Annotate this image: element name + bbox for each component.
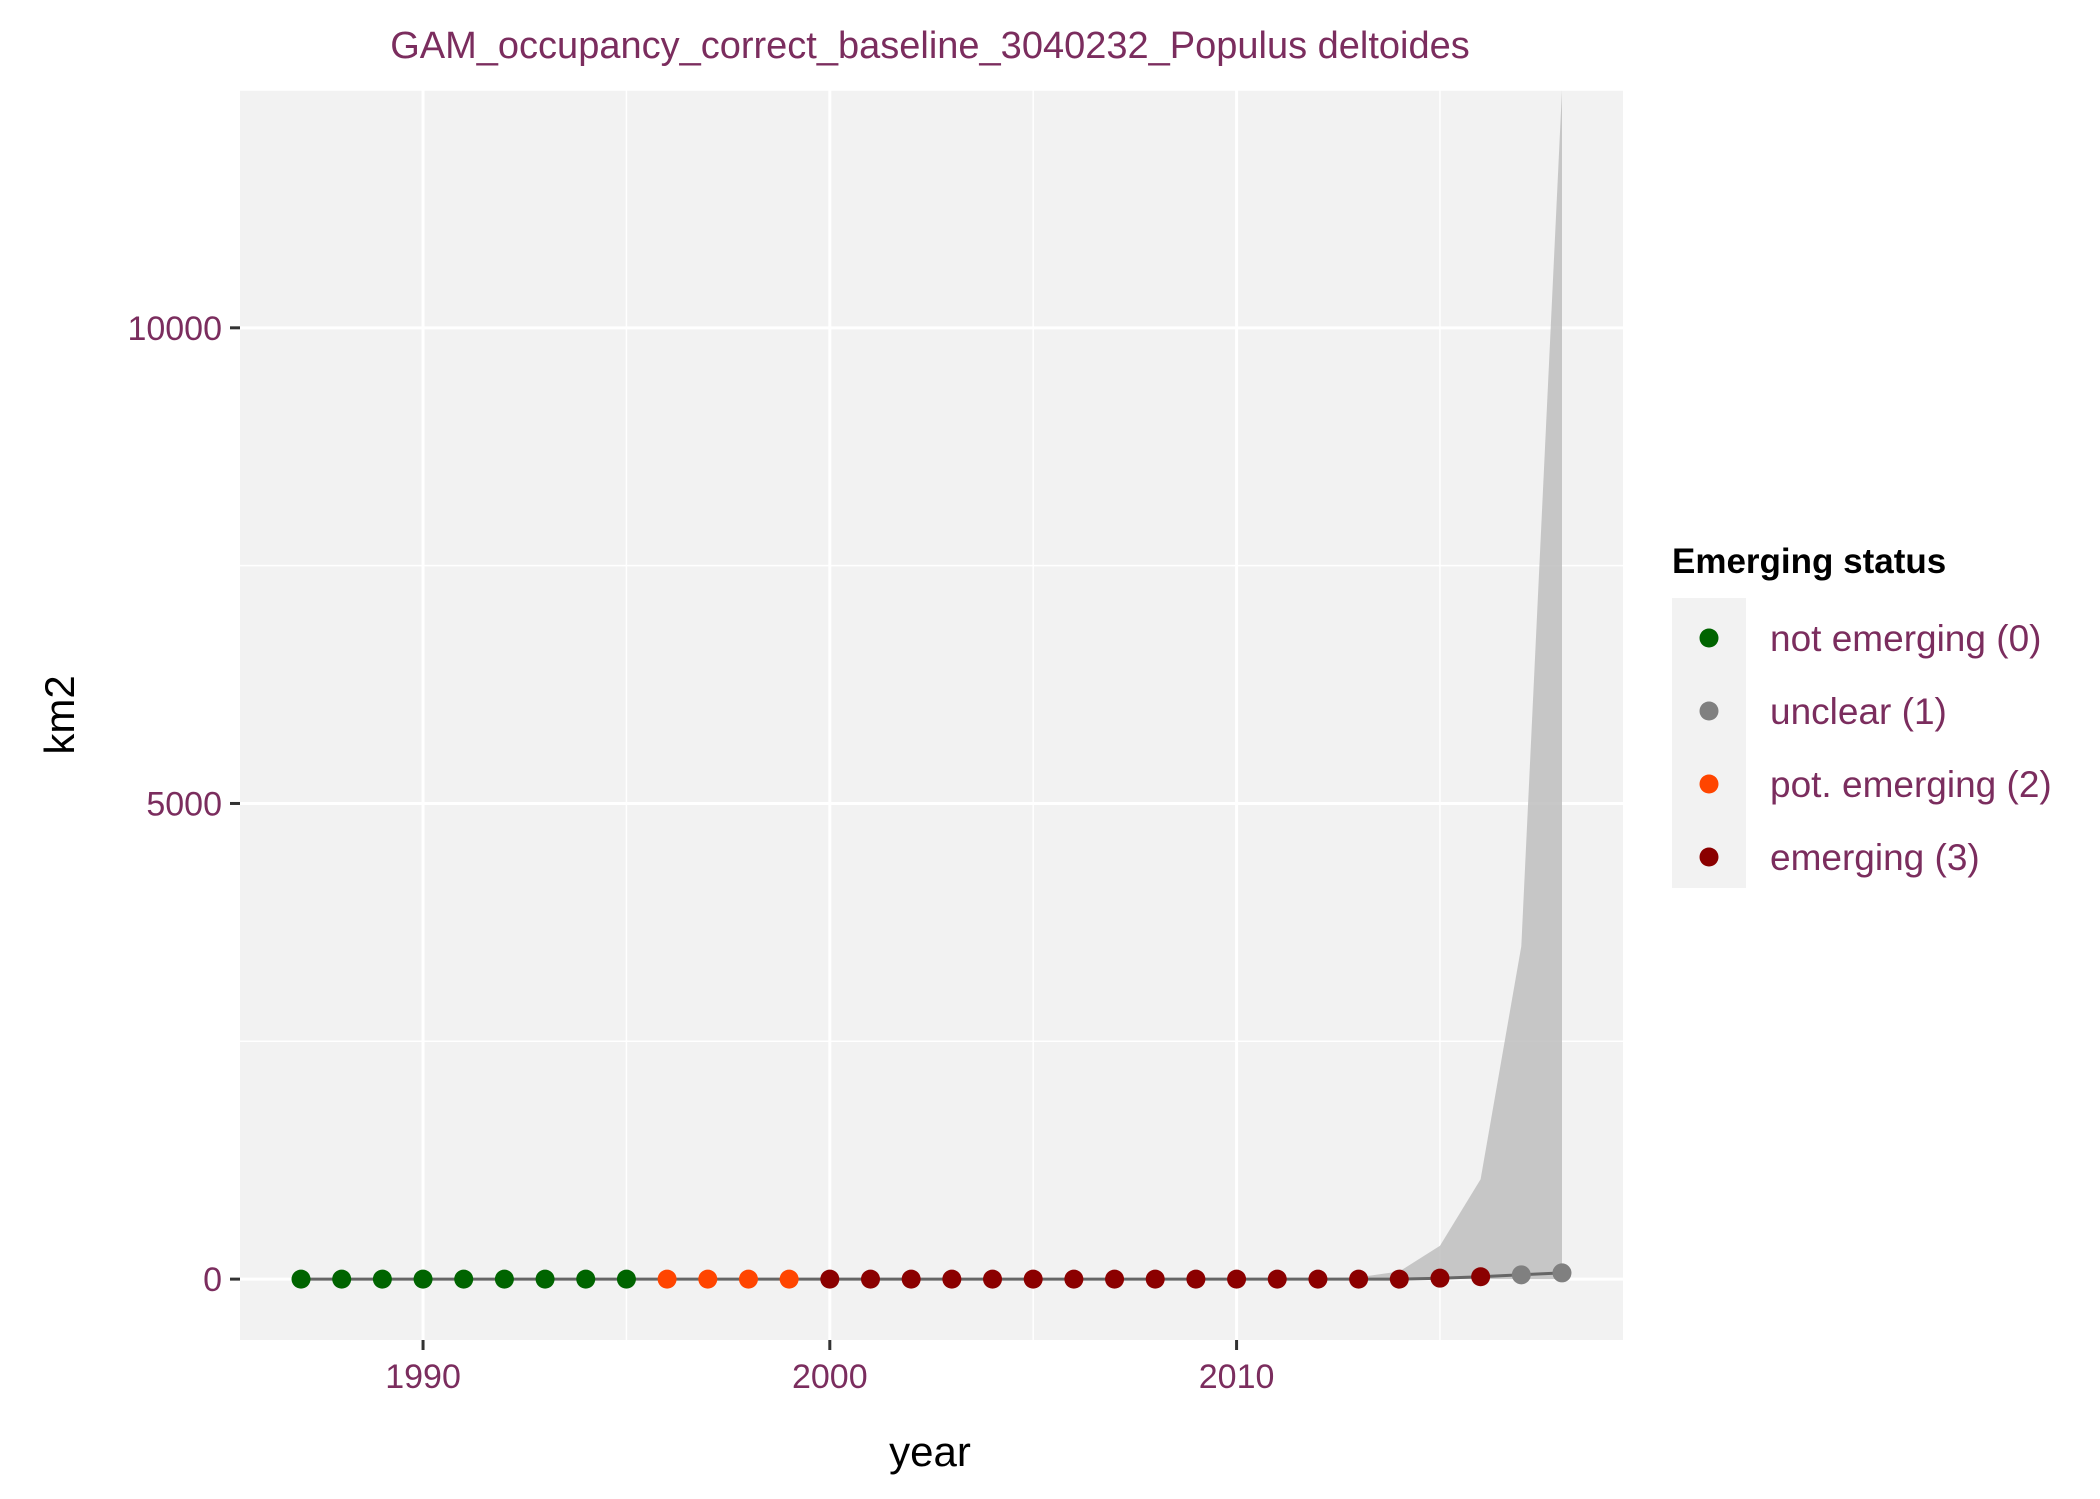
legend-key [1699,701,1719,721]
legend-label: not emerging (0) [1770,618,2041,659]
y-axis-title: km2 [36,675,83,754]
data-points [291,1263,1572,1289]
data-point [1023,1269,1043,1289]
data-point [942,1269,962,1289]
data-point [332,1269,352,1289]
x-tick-label: 2000 [792,1358,868,1396]
legend-entries: not emerging (0) unclear (1) pot. emerging… [1699,618,2052,878]
data-point [983,1269,1003,1289]
y-axis: 0 5000 10000 [127,310,240,1299]
legend-label: pot. emerging (2) [1770,764,2052,805]
data-point [779,1269,799,1289]
y-tick-label: 0 [203,1261,222,1299]
data-point [1267,1269,1287,1289]
data-point [291,1269,311,1289]
data-point [1511,1265,1531,1285]
data-point [1145,1269,1165,1289]
data-point [1227,1269,1247,1289]
legend-label: unclear (1) [1770,691,1947,732]
data-point [1471,1267,1491,1287]
data-point [413,1269,433,1289]
data-point [1186,1269,1206,1289]
data-point [616,1269,636,1289]
y-tick-label: 10000 [127,310,222,348]
plot-panel [240,90,1623,1340]
chart-title: GAM_occupancy_correct_baseline_3040232_P… [390,25,1470,67]
legend-title: Emerging status [1672,542,1946,581]
legend-key [1699,774,1719,794]
x-axis: 1990 2000 2010 [385,1340,1274,1396]
data-point [738,1269,758,1289]
data-point [1349,1269,1369,1289]
data-point [820,1269,840,1289]
data-point [1552,1263,1572,1283]
data-point [1430,1268,1450,1288]
legend-label: emerging (3) [1770,837,1980,878]
data-point [576,1269,596,1289]
legend-key [1699,847,1719,867]
data-point [1064,1269,1084,1289]
minor-grid [240,89,1623,1340]
x-tick-label: 2010 [1199,1358,1275,1396]
data-point [535,1269,555,1289]
data-point [860,1269,880,1289]
data-point [494,1269,514,1289]
data-point [454,1269,474,1289]
y-tick-label: 5000 [146,785,222,823]
data-point [657,1269,677,1289]
data-point [698,1269,718,1289]
data-point [901,1269,921,1289]
legend: Emerging status not emerging (0) unclear … [1672,542,2052,888]
x-axis-title: year [889,1428,971,1475]
data-point [372,1269,392,1289]
x-tick-label: 1990 [385,1358,461,1396]
legend-key [1699,628,1719,648]
data-point [1105,1269,1125,1289]
data-point [1389,1269,1409,1289]
data-point [1308,1269,1328,1289]
